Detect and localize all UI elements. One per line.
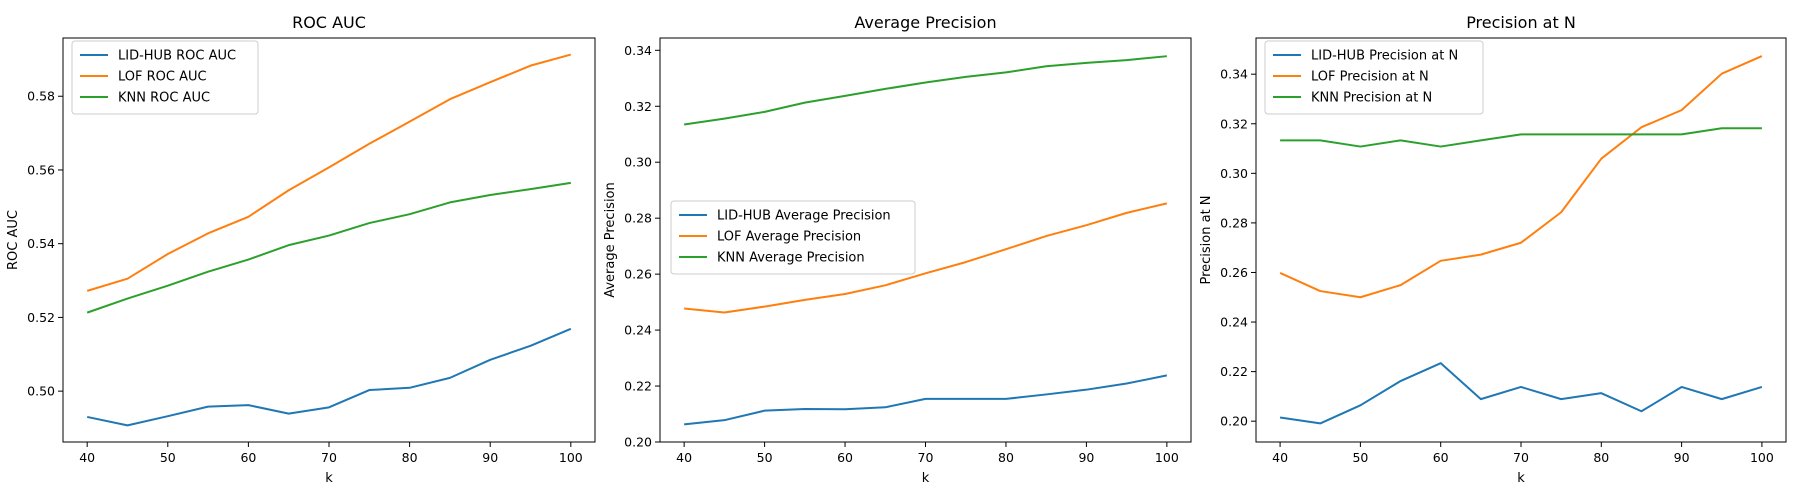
chart3-y-tick-label: 0.32 [1220, 116, 1248, 131]
chart2-series-line-3 [683, 55, 1167, 126]
chart3-y-tick-label: 0.34 [1220, 67, 1248, 82]
chart1-y-tick-label: 0.50 [27, 384, 55, 399]
chart2-x-tick-label: 70 [918, 450, 934, 465]
chart3-series-line-2 [1279, 55, 1763, 299]
chart3-series-line-3 [1280, 127, 1762, 148]
chart2-title: Average Precision [854, 13, 996, 32]
chart1-x-axis-label: k [325, 471, 333, 486]
chart2-y-tick-label: 0.24 [624, 323, 652, 338]
chart1-x-tick-label: 70 [321, 450, 337, 465]
chart2-x-tick-label: 60 [837, 450, 853, 465]
chart3-title: Precision at N [1466, 13, 1576, 32]
chart2-x-axis-label: k [922, 471, 930, 486]
chart1-legend-label: LOF ROC AUC [118, 70, 207, 85]
chart3-x-tick-label: 70 [1513, 450, 1529, 465]
chart3-x-tick-label: 40 [1272, 450, 1288, 465]
chart2-x-tick-label: 80 [998, 450, 1014, 465]
chart2-x-tick-label: 40 [676, 450, 692, 465]
chart1-series-line-2 [86, 53, 572, 292]
chart1-legend-box [71, 40, 259, 115]
chart2-legend-label: LID-HUB Average Precision [717, 209, 891, 224]
chart1-y-tick-label: 0.56 [27, 162, 55, 177]
chart1-x-tick-label: 90 [482, 450, 498, 465]
chart2-y-tick-label: 0.30 [624, 155, 652, 170]
chart2-x-tick-label: 50 [757, 450, 773, 465]
chart2-y-tick-label: 0.32 [624, 99, 652, 114]
chart3-x-axis-label: k [1517, 471, 1525, 486]
chart3-x-tick-label: 60 [1433, 450, 1449, 465]
chart1-x-tick-label: 50 [160, 450, 176, 465]
chart2-legend-box [670, 200, 916, 275]
chart2-x-tick-label: 100 [1155, 450, 1179, 465]
chart3-y-tick-label: 0.22 [1220, 364, 1248, 379]
chart1-legend-label: KNN ROC AUC [118, 91, 210, 106]
chart3-legend-label: LOF Precision at N [1311, 70, 1429, 85]
chart3-series-line-1 [1279, 362, 1763, 425]
chart2-y-axis-label: Average Precision [603, 182, 618, 298]
chart3-x-tick-label: 80 [1593, 450, 1609, 465]
chart1-y-tick-label: 0.58 [27, 89, 55, 104]
chart3-y-tick-label: 0.20 [1220, 414, 1248, 429]
chart1-title: ROC AUC [292, 13, 366, 32]
chart1-y-tick-label: 0.52 [27, 310, 55, 325]
chart3-legend-box [1264, 40, 1484, 115]
chart2-x-tick-label: 90 [1078, 450, 1094, 465]
chart2-legend-label: LOF Average Precision [717, 230, 861, 245]
chart2-y-tick-label: 0.22 [624, 379, 652, 394]
chart3-y-tick-label: 0.24 [1220, 315, 1248, 330]
chart1-x-tick-label: 40 [79, 450, 95, 465]
chart2-y-tick-label: 0.28 [624, 211, 652, 226]
chart3-y-tick-label: 0.26 [1220, 265, 1248, 280]
chart3-y-axis-label: Precision at N [1199, 195, 1214, 284]
chart1-legend-label: LID-HUB ROC AUC [118, 49, 236, 64]
chart1-x-tick-label: 80 [402, 450, 418, 465]
chart3-y-tick-label: 0.30 [1220, 166, 1248, 181]
chart2-y-tick-label: 0.26 [624, 267, 652, 282]
chart1-y-tick-label: 0.54 [27, 236, 55, 251]
chart1-series-line-3 [86, 181, 571, 314]
chart3-x-tick-label: 90 [1674, 450, 1690, 465]
chart2-series-line-1 [684, 374, 1168, 426]
chart2-legend-label: KNN Average Precision [717, 251, 865, 266]
chart1-y-axis-label: ROC AUC [6, 210, 21, 270]
chart1-x-tick-label: 100 [559, 450, 583, 465]
chart2-series-line-2 [684, 202, 1168, 314]
chart2-y-tick-label: 0.34 [624, 43, 652, 58]
chart1-x-tick-label: 60 [240, 450, 256, 465]
chart2-y-tick-label: 0.20 [624, 435, 652, 450]
chart3-legend-label: KNN Precision at N [1311, 91, 1432, 106]
chart3-x-tick-label: 50 [1352, 450, 1368, 465]
chart3-y-tick-label: 0.28 [1220, 215, 1248, 230]
chart3-legend-label: LID-HUB Precision at N [1311, 49, 1458, 64]
chart1-series-line-1 [86, 327, 572, 427]
chart3-x-tick-label: 100 [1750, 450, 1774, 465]
